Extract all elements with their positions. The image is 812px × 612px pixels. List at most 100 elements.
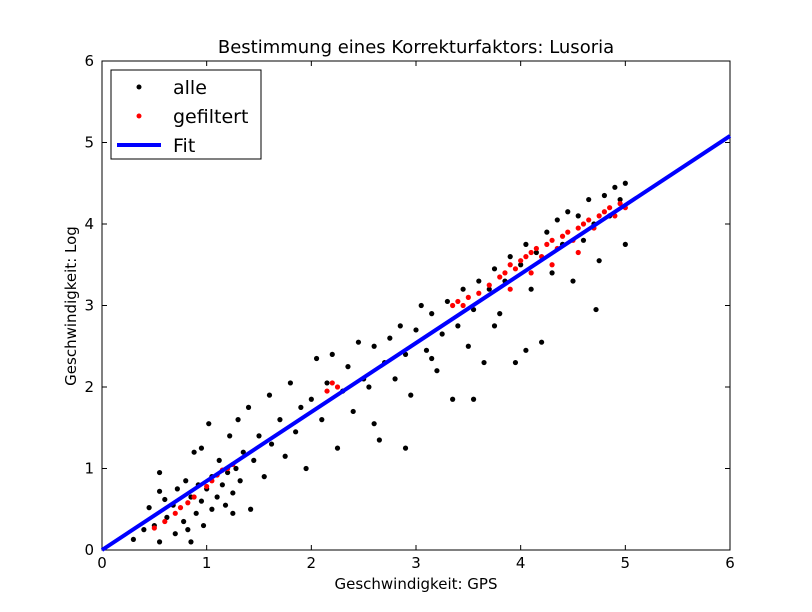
point-gefiltert: [465, 294, 471, 300]
axis-ticks: 0 1 2 3 4 5 6 0 1 2 3 4 5 6: [84, 52, 734, 572]
point-alle: [450, 396, 456, 402]
point-alle: [188, 539, 194, 545]
point-alle: [209, 506, 215, 512]
point-alle: [193, 510, 199, 516]
point-alle: [141, 527, 147, 533]
point-gefiltert: [512, 266, 519, 272]
point-gefiltert: [172, 510, 178, 516]
point-alle: [622, 241, 628, 247]
point-alle: [183, 478, 189, 484]
point-alle: [570, 278, 576, 284]
point-alle: [486, 286, 492, 292]
point-alle: [596, 258, 602, 264]
point-gefiltert: [549, 237, 555, 243]
x-tick-label: 3: [411, 554, 421, 572]
y-tick-label: 4: [84, 215, 94, 233]
point-gefiltert: [502, 270, 508, 276]
x-tick-label: 5: [621, 554, 631, 572]
point-alle: [476, 278, 482, 284]
point-gefiltert: [596, 213, 602, 219]
point-alle: [523, 241, 529, 247]
point-alle: [298, 404, 304, 410]
point-gefiltert: [607, 205, 613, 211]
point-alle: [191, 449, 197, 455]
y-tick-label: 2: [84, 378, 94, 396]
point-alle: [565, 209, 571, 215]
point-alle: [355, 339, 362, 345]
point-gefiltert: [528, 249, 534, 256]
point-alle: [308, 396, 314, 402]
point-alle: [402, 445, 409, 451]
legend: alle gefiltert Fit: [110, 69, 262, 160]
point-gefiltert: [476, 290, 482, 296]
point-alle: [268, 441, 275, 447]
point-alle: [439, 331, 445, 337]
point-alle: [156, 469, 163, 476]
point-alle: [408, 392, 414, 398]
point-alle: [523, 347, 529, 353]
fit-line-group: [100, 134, 732, 552]
point-gefiltert: [586, 217, 592, 223]
point-alle: [507, 254, 513, 260]
point-gefiltert: [450, 302, 456, 309]
x-tick-label: 0: [97, 554, 107, 572]
point-alle: [465, 343, 471, 349]
legend-marker-alle: [136, 84, 142, 90]
point-gefiltert: [334, 384, 341, 390]
point-alle: [371, 343, 377, 349]
point-gefiltert: [204, 483, 210, 490]
point-alle: [612, 184, 618, 190]
point-alle: [434, 368, 440, 374]
legend-label-alle: alle: [173, 77, 207, 99]
point-alle: [225, 469, 231, 476]
x-axis-label: Geschwindigkeit: GPS: [334, 575, 497, 593]
point-alle: [392, 376, 398, 382]
point-alle: [146, 505, 152, 511]
point-gefiltert: [559, 233, 566, 239]
point-alle: [303, 465, 309, 472]
point-alle: [172, 531, 178, 537]
point-alle: [233, 465, 239, 472]
point-alle: [261, 474, 267, 480]
point-alle: [554, 217, 560, 223]
point-alle: [491, 266, 498, 272]
point-alle: [622, 180, 628, 186]
point-alle: [206, 421, 212, 427]
point-alle: [413, 327, 419, 333]
point-alle: [371, 421, 377, 427]
point-alle: [397, 323, 403, 329]
y-axis-label: Geschwindigkeit: Log: [62, 226, 80, 386]
point-gefiltert: [580, 221, 587, 227]
point-alle: [240, 449, 246, 455]
point-gefiltert: [565, 229, 571, 235]
point-alle: [230, 510, 236, 516]
point-alle: [528, 286, 534, 292]
y-tick-label: 5: [84, 134, 94, 152]
legend-label-fit: Fit: [173, 135, 195, 157]
point-alle: [586, 196, 592, 203]
point-gefiltert: [528, 270, 534, 276]
point-alle: [174, 486, 180, 492]
x-tick-label: 4: [516, 554, 526, 572]
point-alle: [130, 536, 136, 543]
point-alle: [387, 335, 393, 341]
point-alle: [245, 404, 252, 410]
point-alle: [444, 298, 450, 305]
y-tick-label: 3: [84, 297, 94, 315]
point-alle: [230, 490, 236, 496]
point-alle: [345, 364, 351, 370]
point-gefiltert: [507, 262, 513, 268]
legend-label-gefiltert: gefiltert: [173, 106, 248, 128]
point-alle: [319, 417, 325, 423]
x-tick-label: 2: [307, 554, 317, 572]
point-gefiltert: [575, 249, 581, 256]
point-alle: [237, 478, 243, 484]
point-gefiltert: [497, 274, 503, 280]
point-alle: [429, 355, 435, 362]
y-tick-label: 6: [84, 52, 94, 70]
point-alle: [575, 213, 581, 219]
point-gefiltert: [460, 302, 466, 309]
point-alle: [481, 359, 487, 366]
point-alle: [266, 392, 273, 398]
